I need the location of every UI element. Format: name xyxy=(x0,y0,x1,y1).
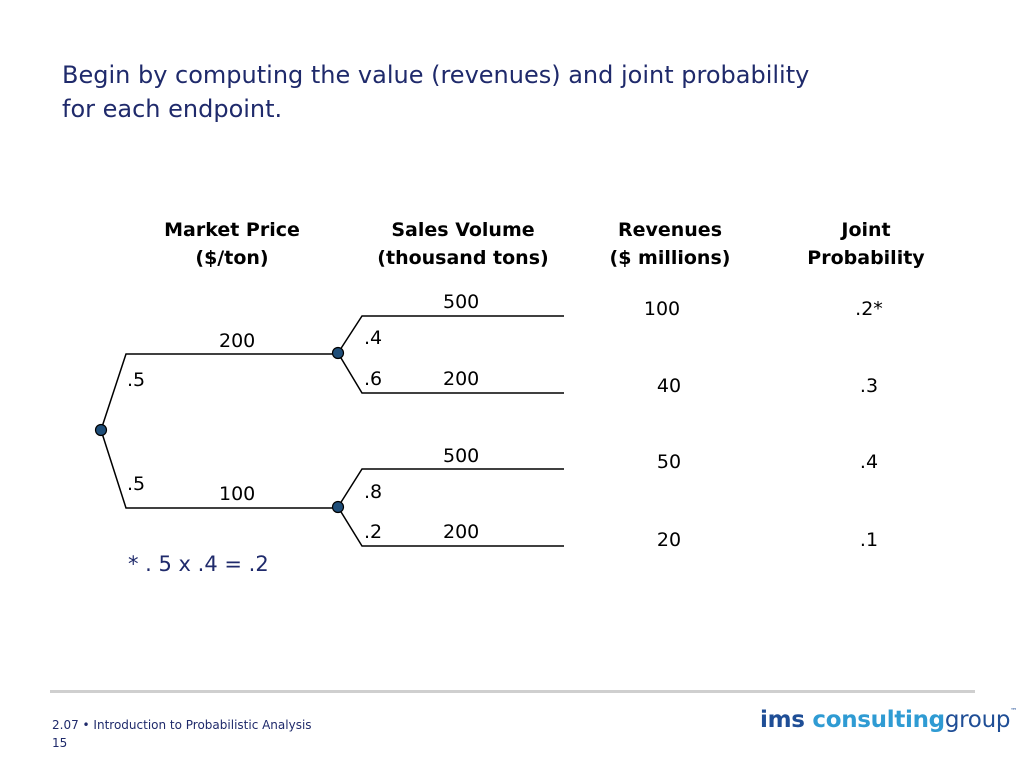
joint-prob-value-1: .2* xyxy=(855,298,883,320)
header-market-price: Market Price ($/ton) xyxy=(132,216,332,272)
branch-volume-3 xyxy=(337,468,564,508)
revenue-value-4: 20 xyxy=(657,529,681,551)
price-prob-high: .5 xyxy=(127,369,145,391)
revenue-value-1: 100 xyxy=(644,298,680,320)
footnote: * . 5 x .4 = .2 xyxy=(128,552,269,576)
footer-divider xyxy=(50,690,975,693)
price-value-high: 200 xyxy=(219,330,255,352)
price-prob-low: .5 xyxy=(127,473,145,495)
volume-value-2: 200 xyxy=(443,368,479,390)
volume-prob-4: .2 xyxy=(364,521,382,543)
branch-price-low xyxy=(100,429,338,509)
header-market-price-line-2: ($/ton) xyxy=(195,247,269,269)
header-joint-probability-line-2: Probability xyxy=(807,247,925,269)
slide-title: Begin by computing the value (revenues) … xyxy=(62,58,982,126)
logo-word-consulting: consulting xyxy=(812,707,945,733)
logo-word-ims: ims xyxy=(760,707,805,733)
revenue-value-2: 40 xyxy=(657,375,681,397)
ims-consulting-group-logo: ims consultinggroup™ xyxy=(760,707,1017,733)
logo-word-group: group xyxy=(944,707,1011,733)
header-joint-probability-line-1: Joint xyxy=(841,219,891,241)
branch-volume-4 xyxy=(337,506,564,547)
header-revenues-line-1: Revenues xyxy=(617,219,723,241)
volume-value-3: 500 xyxy=(443,445,479,467)
header-revenues: Revenues ($ millions) xyxy=(580,216,760,272)
volume-prob-1: .4 xyxy=(364,327,382,349)
footer-course: 2.07 • Introduction to Probabilistic Ana… xyxy=(52,718,312,732)
volume-prob-2: .6 xyxy=(364,368,382,390)
root-node xyxy=(94,423,108,437)
header-joint-probability: Joint Probability xyxy=(776,216,956,272)
header-sales-volume-line-1: Sales Volume xyxy=(391,219,535,241)
slide-title-line-1: Begin by computing the value (revenues) … xyxy=(62,61,810,89)
chance-node-upper xyxy=(331,346,345,360)
chance-node-lower xyxy=(331,500,345,514)
header-revenues-line-2: ($ millions) xyxy=(609,247,731,269)
price-value-low: 100 xyxy=(219,483,255,505)
joint-prob-value-3: .4 xyxy=(860,451,878,473)
header-sales-volume-line-2: (thousand tons) xyxy=(377,247,549,269)
volume-prob-3: .8 xyxy=(364,481,382,503)
volume-value-4: 200 xyxy=(443,521,479,543)
joint-prob-value-4: .1 xyxy=(860,529,878,551)
branch-volume-1 xyxy=(337,315,564,354)
footer-page-number: 15 xyxy=(52,736,68,750)
revenue-value-3: 50 xyxy=(657,451,681,473)
header-market-price-line-1: Market Price xyxy=(164,219,300,241)
logo-trademark: ™ xyxy=(1010,707,1017,715)
slide-title-line-2: for each endpoint. xyxy=(62,95,283,123)
volume-value-1: 500 xyxy=(443,291,479,313)
branch-volume-2 xyxy=(337,352,564,394)
header-sales-volume: Sales Volume (thousand tons) xyxy=(348,216,578,272)
branch-price-high xyxy=(100,353,338,431)
joint-prob-value-2: .3 xyxy=(860,375,878,397)
footer: 2.07 • Introduction to Probabilistic Ana… xyxy=(52,716,312,752)
